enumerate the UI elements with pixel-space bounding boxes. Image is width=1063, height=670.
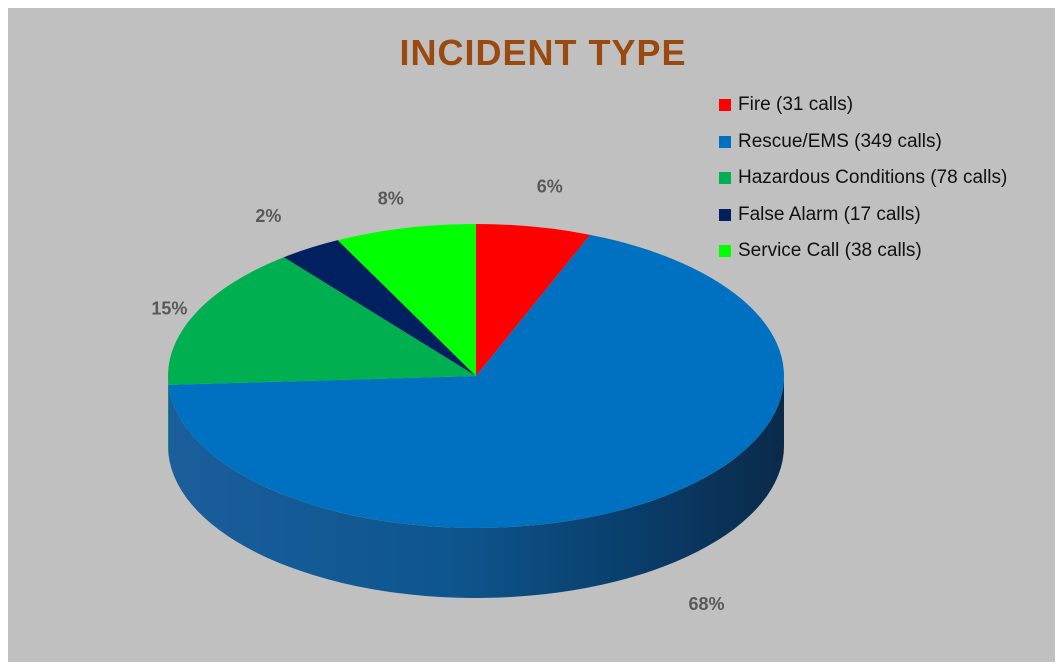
legend: Fire (31 calls) Rescue/EMS (349 calls) H…	[719, 87, 1007, 270]
pct-label-hazardous-conditions: 15%	[151, 299, 187, 319]
pie-slice-fire	[476, 224, 591, 376]
legend-swatch-fire	[719, 99, 731, 112]
pct-label-false-alarm: 2%	[255, 206, 281, 226]
pie-slice-service-call	[337, 224, 476, 376]
pie-side-hazardous-conditions	[168, 376, 169, 455]
legend-swatch-false-alarm	[719, 208, 731, 221]
legend-label-rescue-ems: Rescue/EMS (349 calls)	[738, 130, 942, 152]
legend-item-fire: Fire (31 calls)	[719, 87, 1007, 124]
legend-item-hazardous-conditions: Hazardous Conditions (78 calls)	[719, 160, 1007, 197]
legend-label-fire: Fire (31 calls)	[738, 94, 854, 116]
legend-item-false-alarm: False Alarm (17 calls)	[719, 197, 1007, 234]
legend-item-service-call: Service Call (38 calls)	[719, 233, 1007, 270]
legend-item-rescue-ems: Rescue/EMS (349 calls)	[719, 124, 1007, 161]
legend-swatch-hazardous-conditions	[719, 172, 731, 185]
pie-slice-hazardous-conditions	[168, 257, 476, 385]
pie-slice-rescue-ems	[168, 234, 784, 528]
legend-label-service-call: Service Call (38 calls)	[738, 240, 922, 262]
pct-label-fire: 6%	[537, 176, 563, 196]
pct-label-rescue-ems: 68%	[689, 594, 725, 614]
pie-slice-false-alarm	[283, 240, 476, 376]
pct-label-service-call: 8%	[378, 189, 404, 209]
chart-title: INCIDENT TYPE	[399, 32, 687, 73]
legend-label-false-alarm: False Alarm (17 calls)	[738, 203, 921, 225]
legend-swatch-service-call	[719, 245, 731, 258]
legend-swatch-rescue-ems	[719, 135, 731, 148]
pie-side-rescue-ems	[168, 376, 784, 599]
legend-label-hazardous-conditions: Hazardous Conditions (78 calls)	[738, 167, 1008, 189]
